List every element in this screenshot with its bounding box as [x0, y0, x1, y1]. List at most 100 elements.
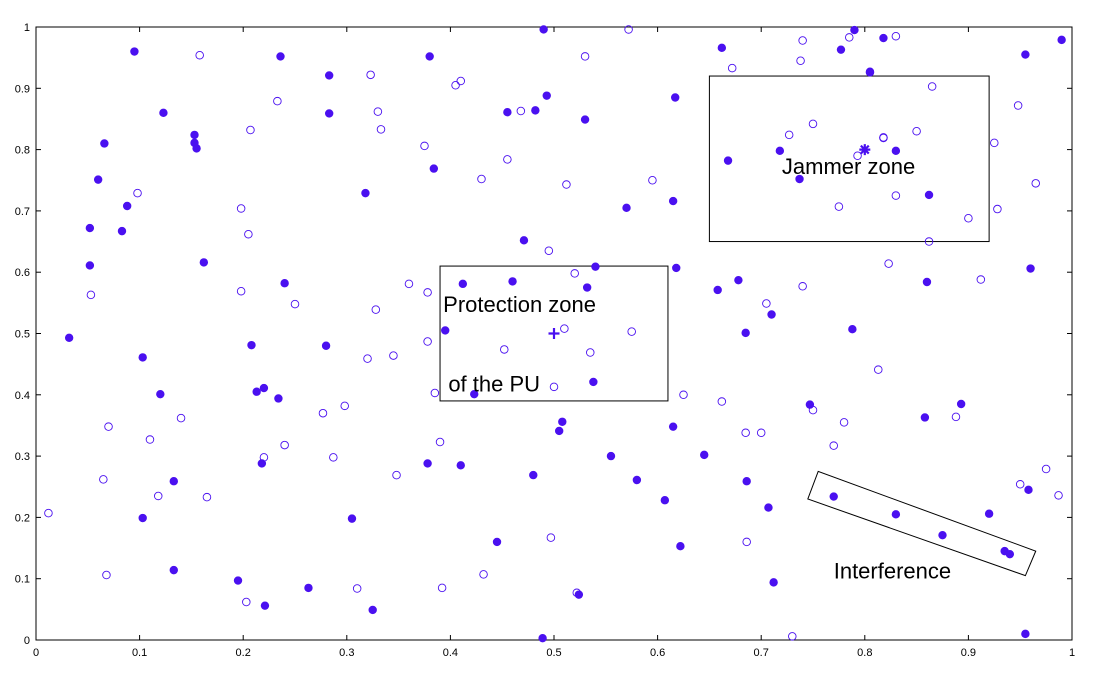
- data-point-filled: [492, 537, 502, 547]
- data-point-hollow: [86, 290, 96, 300]
- interference-zone-box: [807, 470, 1037, 577]
- data-point-filled: [668, 422, 678, 431]
- data-point-filled: [672, 263, 681, 273]
- data-point-hollow: [796, 56, 805, 65]
- data-point-filled: [122, 201, 132, 211]
- x-tick-label: 0.8: [857, 647, 872, 659]
- data-point-hollow: [242, 597, 251, 607]
- data-point-hollow: [560, 324, 569, 333]
- data-point-hollow: [717, 397, 727, 406]
- data-point-hollow: [580, 52, 590, 61]
- data-point-hollow: [423, 288, 432, 297]
- data-point-filled: [1021, 629, 1030, 639]
- y-tick-label: 0.3: [15, 451, 30, 463]
- data-point-hollow: [437, 583, 447, 593]
- data-point-filled: [700, 450, 709, 460]
- data-point-hollow: [924, 237, 934, 246]
- annotation-label: Interference: [834, 559, 951, 584]
- data-point-filled: [891, 146, 901, 156]
- data-point-filled: [85, 261, 95, 270]
- data-point-filled: [321, 341, 331, 350]
- data-point-hollow: [280, 440, 289, 450]
- data-point-filled: [671, 93, 680, 102]
- data-point-hollow: [244, 229, 253, 239]
- data-point-hollow: [44, 508, 53, 518]
- y-tick-label: 0.8: [15, 145, 30, 157]
- data-point-filled: [764, 503, 773, 512]
- data-point-hollow: [756, 428, 766, 438]
- data-point-filled: [554, 426, 564, 436]
- data-point-hollow: [329, 453, 338, 462]
- data-point-filled: [606, 451, 616, 461]
- data-point-hollow: [318, 408, 328, 418]
- data-point-hollow: [430, 388, 440, 398]
- data-point-filled: [956, 399, 966, 409]
- data-point-filled: [429, 164, 439, 173]
- data-point-hollow: [176, 413, 186, 423]
- data-point-filled: [199, 258, 209, 267]
- data-point-hollow: [99, 475, 108, 484]
- data-point-hollow: [808, 119, 818, 129]
- data-point-hollow: [884, 259, 893, 268]
- data-point-filled: [100, 139, 109, 148]
- data-point-filled: [829, 492, 838, 501]
- data-point-filled: [622, 203, 631, 213]
- data-point-filled: [130, 47, 139, 56]
- data-point-hollow: [104, 422, 113, 431]
- data-point-hollow: [423, 337, 432, 346]
- y-tick-label: 0.2: [15, 512, 30, 524]
- data-point-filled: [795, 174, 804, 184]
- data-point-filled: [117, 226, 127, 236]
- data-point-hollow: [727, 63, 737, 73]
- data-point-filled: [668, 196, 678, 206]
- data-point-filled: [64, 333, 74, 342]
- data-point-filled: [938, 530, 947, 540]
- data-point-hollow: [366, 70, 375, 80]
- data-point-hollow: [648, 175, 657, 185]
- data-point-filled: [542, 91, 551, 100]
- y-tick-label: 0.7: [15, 206, 30, 218]
- x-tick-label: 0.3: [339, 647, 354, 659]
- data-point-hollow: [145, 435, 155, 444]
- data-point-hollow: [236, 204, 246, 213]
- protection-zone-box: [439, 265, 669, 402]
- data-point-hollow: [392, 470, 401, 480]
- data-point-hollow: [376, 125, 386, 134]
- data-point-filled: [920, 413, 930, 422]
- data-point-hollow: [990, 138, 999, 148]
- y-tick-label: 0.4: [15, 390, 30, 402]
- data-point-filled: [734, 275, 743, 285]
- data-point-hollow: [500, 345, 509, 354]
- jammer-asterisk-marker: [859, 144, 871, 156]
- data-point-filled: [879, 33, 888, 43]
- data-point-hollow: [879, 133, 888, 142]
- data-point-hollow: [1054, 491, 1063, 500]
- data-point-filled: [539, 25, 548, 34]
- data-point-hollow: [404, 279, 414, 289]
- data-point-filled: [850, 25, 859, 35]
- data-point-filled: [456, 461, 465, 470]
- annotation-label: Jammer zone: [782, 154, 915, 179]
- data-point-filled: [723, 156, 733, 165]
- data-point-hollow: [927, 82, 937, 91]
- data-point-hollow: [133, 188, 142, 198]
- x-tick-label: 0.5: [546, 647, 561, 659]
- pu-plus-marker: [548, 328, 560, 339]
- data-point-filled: [347, 514, 357, 523]
- data-point-hollow: [627, 327, 636, 336]
- data-point-filled: [767, 310, 776, 319]
- data-point-hollow: [259, 453, 269, 462]
- data-point-filled: [85, 223, 95, 233]
- data-point-hollow: [679, 390, 688, 400]
- data-point-hollow: [853, 151, 862, 160]
- data-point-filled: [324, 109, 334, 118]
- data-point-hollow: [363, 354, 372, 363]
- data-point-filled: [574, 590, 584, 599]
- data-point-filled: [984, 509, 994, 518]
- data-point-filled: [717, 43, 727, 53]
- data-point-hollow: [544, 246, 554, 255]
- data-point-filled: [769, 578, 778, 587]
- data-point-filled: [589, 377, 598, 387]
- data-point-filled: [582, 283, 592, 292]
